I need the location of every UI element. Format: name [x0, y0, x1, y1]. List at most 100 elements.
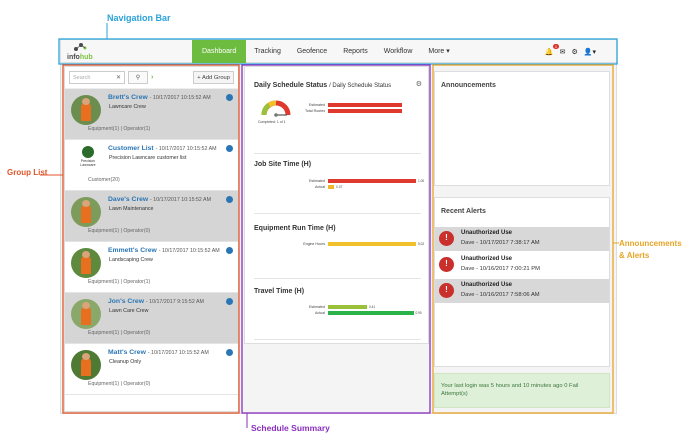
globe-icon[interactable]	[226, 196, 233, 203]
gear-icon[interactable]: ⚙	[571, 48, 578, 56]
bar-value: 1.00	[418, 179, 425, 183]
crew-counts: Equipment(1) | Operator(0)	[88, 228, 151, 234]
nav-item-workflow[interactable]: Workflow	[383, 48, 413, 55]
crew-timestamp: - 10/17/2017 10:15:52 AM	[150, 197, 212, 203]
user-menu-icon[interactable]: 👤▾	[583, 48, 596, 56]
globe-icon[interactable]	[226, 94, 233, 101]
alert-title: Unauthorized Use	[461, 256, 513, 262]
search-placeholder: Search	[73, 75, 91, 81]
infohub-logo[interactable]: infohub	[67, 42, 101, 62]
search-input[interactable]: Search ✕	[69, 71, 125, 84]
crew-counts: Equipment(1) | Operator(0)	[88, 330, 151, 336]
daily-schedule-title: Daily Schedule Status / Daily Schedule S…	[254, 82, 391, 89]
group-list-item[interactable]: Precision Lawncare Customer List - 10/17/…	[65, 140, 238, 191]
crew-description: Lawn Maintenance	[109, 206, 154, 212]
crew-name-text[interactable]: Jon's Crew	[108, 298, 144, 305]
group-list-item[interactable]: Dave's Crew - 10/17/2017 10:15:52 AM Lawn…	[65, 191, 238, 242]
search-icon: ⚲	[135, 75, 141, 81]
bar-label: Total Routes	[305, 108, 325, 113]
group-list-item[interactable]: Brett's Crew - 10/17/2017 10:15:52 AM Law…	[65, 89, 238, 140]
bar-label: Actual	[315, 310, 325, 315]
crew-timestamp: - 10/17/2017 10:15:52 AM	[149, 95, 211, 101]
crew-name[interactable]: Matt's Crew - 10/17/2017 10:15:52 AM	[108, 349, 209, 356]
bar-label: Engine Hours	[303, 241, 325, 246]
add-group-button[interactable]: + Add Group	[193, 71, 234, 84]
search-button[interactable]: ⚲	[128, 71, 148, 84]
bar-value: 5.02	[418, 242, 425, 246]
callout-group-list: Group List	[7, 168, 48, 177]
crew-description: Precision Lawncare customer list	[109, 155, 187, 161]
chart-bar	[328, 305, 367, 309]
chart-bar	[328, 242, 416, 246]
avatar	[71, 95, 101, 125]
bar-label: Actual	[315, 184, 325, 189]
globe-icon[interactable]	[226, 145, 233, 152]
alert-detail: Dave - 10/16/2017 7:58:06 AM	[461, 292, 540, 298]
crew-name-text[interactable]: Brett's Crew	[108, 94, 148, 101]
crew-name[interactable]: Brett's Crew - 10/17/2017 10:15:52 AM	[108, 94, 211, 101]
avatar	[71, 299, 101, 329]
mail-icon[interactable]: ✉	[559, 48, 566, 56]
crew-timestamp: - 10/17/2017 9:15:52 AM	[145, 299, 204, 305]
crew-description: Lawncare Crew	[109, 104, 146, 110]
warning-icon: !	[439, 257, 454, 272]
crew-timestamp: - 10/17/2017 10:15:52 AM	[147, 350, 209, 356]
bar-value: 0.41	[368, 305, 376, 309]
bar-label: Estimated	[309, 304, 325, 309]
crew-counts: Equipment(1) | Operator(1)	[88, 279, 151, 285]
crew-name-text[interactable]: Matt's Crew	[108, 349, 146, 356]
alert-item[interactable]: ! Unauthorized Use Dave - 10/16/2017 7:00:…	[435, 253, 609, 277]
chart-bar	[328, 109, 402, 113]
callout-schedule-summary: Schedule Summary	[251, 423, 330, 433]
crew-timestamp: - 10/17/2017 10:15:52 AM	[158, 248, 220, 254]
globe-icon[interactable]	[226, 349, 233, 356]
jobsite-title: Job Site Time (H)	[254, 161, 312, 168]
announcements-title: Announcements	[441, 82, 496, 89]
globe-icon[interactable]	[226, 247, 233, 254]
group-toolbar: Search ✕ ⚲ › + Add Group	[65, 67, 238, 89]
nav-item-dashboard[interactable]: Dashboard	[192, 40, 247, 63]
recent-alerts-title: Recent Alerts	[441, 208, 486, 215]
clear-icon[interactable]: ✕	[115, 75, 121, 81]
bar-value: 0.07	[336, 185, 343, 189]
crew-name[interactable]: Jon's Crew - 10/17/2017 9:15:52 AM	[108, 298, 204, 305]
globe-icon[interactable]	[226, 298, 233, 305]
alert-title: Unauthorized Use	[461, 282, 513, 288]
crew-name-text[interactable]: Emmett's Crew	[108, 247, 157, 254]
crew-counts: Equipment(1) | Operator(0)	[88, 381, 151, 387]
crew-name[interactable]: Dave's Crew - 10/17/2017 10:15:52 AM	[108, 196, 211, 203]
group-list-item[interactable]: Emmett's Crew - 10/17/2017 10:15:52 AM La…	[65, 242, 238, 293]
recent-alerts-panel: Recent Alerts ! Unauthorized Use Dave - 10…	[434, 197, 610, 367]
nav-icons: 🔔 1 ✉ ⚙ 👤▾	[545, 40, 596, 63]
settings-gear-icon[interactable]: ⚙	[415, 81, 422, 88]
logo-prefix: info	[67, 54, 80, 61]
alert-item[interactable]: ! Unauthorized Use Dave - 10/16/2017 7:58:…	[435, 279, 609, 303]
crew-name-text[interactable]: Dave's Crew	[108, 196, 149, 203]
crew-name-text[interactable]: Customer List	[108, 145, 154, 152]
crew-name[interactable]: Customer List - 10/17/2017 10:15:52 AM	[108, 145, 217, 152]
chevron-right-icon[interactable]: ›	[151, 74, 154, 81]
group-list-item[interactable]: Matt's Crew - 10/17/2017 10:15:52 AM Clea…	[65, 344, 238, 395]
bell-icon[interactable]: 🔔 1	[544, 43, 559, 56]
chart-bar	[328, 103, 402, 107]
nav-item-geofence[interactable]: Geofence	[296, 48, 328, 55]
nav-item-more[interactable]: More ▾	[428, 48, 450, 55]
chart-bar	[328, 179, 416, 183]
crew-name[interactable]: Emmett's Crew - 10/17/2017 10:15:52 AM	[108, 247, 220, 254]
nav-item-tracking[interactable]: Tracking	[254, 48, 281, 55]
avatar	[71, 350, 101, 380]
equipment-runtime-title: Equipment Run Time (H)	[254, 225, 336, 232]
avatar	[71, 248, 101, 278]
schedule-summary-panel: Daily Schedule Status / Daily Schedule S…	[244, 66, 429, 344]
bar-label: Estimated	[309, 102, 325, 107]
warning-icon: !	[439, 231, 454, 246]
alert-detail: Dave - 10/17/2017 7:38:17 AM	[461, 240, 540, 246]
nav-item-reports[interactable]: Reports	[343, 48, 368, 55]
completion-gauge	[261, 100, 291, 117]
gauge-label: Completed: 1 of 1	[258, 120, 286, 124]
crew-timestamp: - 10/17/2017 10:15:52 AM	[155, 146, 217, 152]
callout-navigation-bar: Navigation Bar	[107, 13, 171, 23]
group-list-item[interactable]: Jon's Crew - 10/17/2017 9:15:52 AM Lawn C…	[65, 293, 238, 344]
alert-item[interactable]: ! Unauthorized Use Dave - 10/17/2017 7:38:…	[435, 227, 609, 251]
